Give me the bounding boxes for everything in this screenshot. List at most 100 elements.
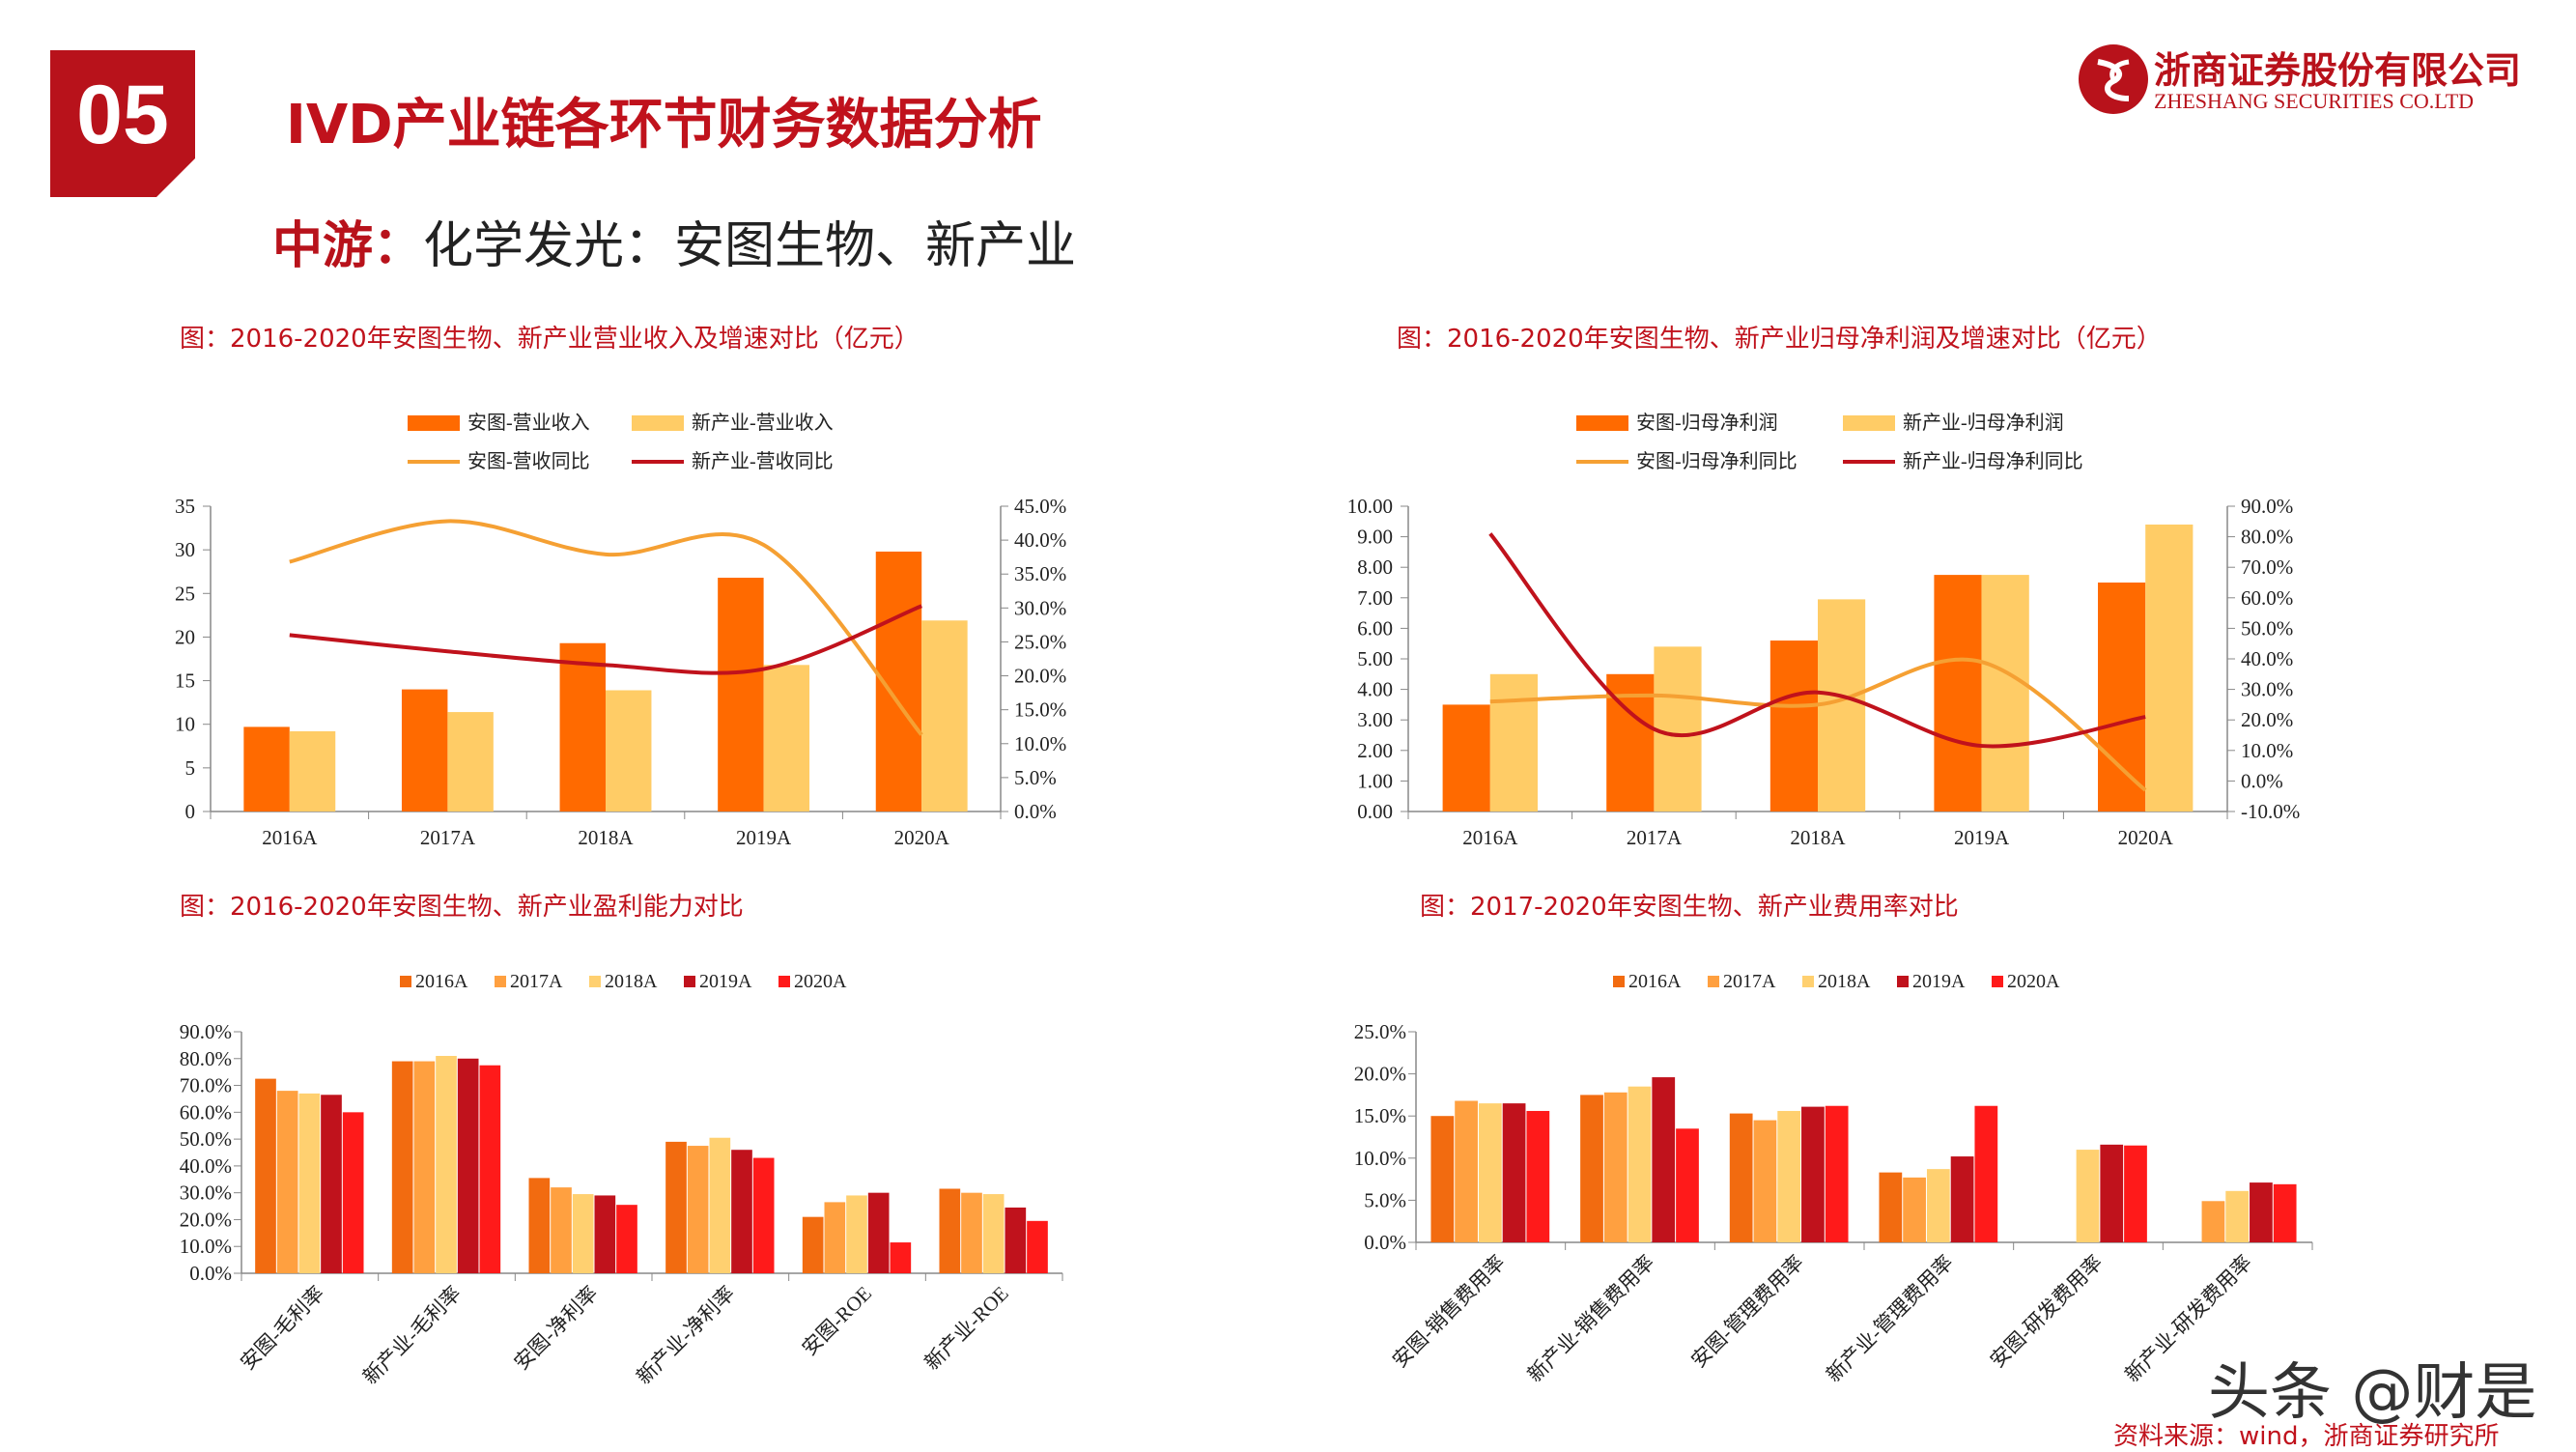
c3-bar <box>1005 1207 1027 1273</box>
c3-bar <box>551 1187 572 1273</box>
c2-ytick-label-right: 10.0% <box>2241 739 2293 762</box>
c1-ytick-label-right: 25.0% <box>1014 630 1066 653</box>
c2-ytick-label-right: 50.0% <box>2241 616 2293 640</box>
c1-legend-label: 新产业-营业收入 <box>692 412 834 434</box>
c3-bar <box>890 1242 912 1273</box>
c2-ytick-label-left: 6.00 <box>1357 616 1393 640</box>
c1-xtick-label: 2016A <box>262 826 318 849</box>
c2-ytick-label-right: 40.0% <box>2241 647 2293 670</box>
c3-ytick-label: 90.0% <box>180 1020 232 1043</box>
c3-bar <box>342 1112 364 1273</box>
chart1-title: 图：2016-2020年安图生物、新产业营业收入及增速对比（亿元） <box>180 325 920 354</box>
c4-bar <box>2273 1183 2297 1242</box>
c3-legend-swatch <box>684 976 695 987</box>
c1-ytick-label-left: 25 <box>175 582 195 605</box>
c3-bar <box>709 1137 731 1273</box>
page-title: IVD产业链各环节财务数据分析 <box>286 94 1042 157</box>
watermark: 头条 @财是 <box>2208 1357 2537 1429</box>
chart4-title: 图：2017-2020年安图生物、新产业费用率对比 <box>1420 893 1959 922</box>
c2-legend-label: 安图-归母净利润 <box>1636 412 1778 434</box>
c1-bar <box>763 665 810 811</box>
c4-bar <box>1879 1172 1903 1242</box>
c4-legend-label: 2016A <box>1628 971 1682 992</box>
c2-line <box>1488 532 2146 749</box>
c2-bar <box>1981 575 2029 811</box>
c3-bar <box>731 1150 752 1273</box>
c1-ytick-label-right: 30.0% <box>1014 596 1066 619</box>
c1-xtick-label: 2018A <box>578 826 634 849</box>
company-logo: 浙商证券股份有限公司 ZHESHANG SECURITIES CO.LTD <box>2077 37 2540 124</box>
c3-bar <box>276 1091 298 1273</box>
c4-bar <box>1676 1128 1699 1242</box>
c2-ytick-label-right: -10.0% <box>2241 800 2300 823</box>
c2-bar <box>1934 575 1982 811</box>
c4-bar <box>1502 1103 1526 1242</box>
c2-ytick-label-right: 20.0% <box>2241 708 2293 731</box>
c1-legend-swatch <box>408 415 460 431</box>
c1-bar <box>289 730 336 811</box>
c4-ytick-label: 5.0% <box>1364 1188 1406 1211</box>
c4-legend-label: 2020A <box>2007 971 2060 992</box>
c2-legend-swatch <box>1843 415 1895 431</box>
c3-legend-swatch <box>589 976 601 987</box>
c2-ytick-label-left: 7.00 <box>1357 586 1393 610</box>
c1-ytick-label-left: 0 <box>185 800 196 823</box>
c2-ytick-label-left: 1.00 <box>1357 769 1393 792</box>
c3-bar <box>1027 1220 1048 1273</box>
c2-ytick-label-left: 2.00 <box>1357 739 1393 762</box>
c3-legend-label: 2018A <box>605 971 658 992</box>
c4-xtick-label: 安图-销售费用率 <box>1388 1251 1510 1373</box>
c2-ytick-label-right: 80.0% <box>2241 526 2293 549</box>
c1-ytick-label-right: 15.0% <box>1014 698 1066 722</box>
c2-bar <box>1442 704 1490 811</box>
c4-bar <box>1777 1110 1801 1242</box>
c4-ytick-label: 25.0% <box>1354 1020 1406 1043</box>
c4-bar <box>1950 1156 1974 1242</box>
c4-bar <box>1801 1106 1825 1242</box>
c3-bar <box>436 1056 457 1273</box>
c1-xtick-label: 2020A <box>894 826 950 849</box>
c4-bar <box>1628 1086 1652 1242</box>
c3-bar <box>572 1194 594 1273</box>
c3-bar <box>479 1065 501 1273</box>
c1-ytick-label-left: 30 <box>175 538 195 561</box>
subtitle-prefix: 中游： <box>272 217 424 275</box>
c2-line <box>1489 657 2147 792</box>
c1-ytick-label-right: 20.0% <box>1014 665 1066 688</box>
c4-bar <box>2124 1145 2147 1242</box>
c4-bar <box>1455 1100 1478 1242</box>
c4-bar <box>2201 1201 2225 1242</box>
c3-bar <box>298 1093 321 1273</box>
c2-ytick-label-left: 8.00 <box>1357 555 1393 579</box>
c1-ytick-label-right: 40.0% <box>1014 528 1066 552</box>
c3-ytick-label: 0.0% <box>189 1262 232 1285</box>
c3-xtick-label: 新产业-净利率 <box>632 1282 739 1389</box>
c3-bar <box>982 1194 1005 1273</box>
c2-ytick-label-left: 10.00 <box>1347 495 1393 518</box>
badge-corner <box>156 158 195 197</box>
c3-bar <box>802 1216 824 1273</box>
section-number: 05 <box>76 69 169 161</box>
c3-ytick-label: 40.0% <box>180 1154 232 1178</box>
c3-ytick-label: 10.0% <box>180 1235 232 1258</box>
logo-emblem-icon <box>2079 44 2148 114</box>
c3-ytick-label: 60.0% <box>180 1100 232 1124</box>
section-badge: 05 <box>50 50 195 197</box>
c2-legend-label: 新产业-归母净利润 <box>1903 412 2064 434</box>
chart2-title: 图：2016-2020年安图生物、新产业归母净利润及增速对比（亿元） <box>1397 325 2162 354</box>
c2-bar <box>1769 641 1818 811</box>
c4-ytick-label: 15.0% <box>1354 1104 1406 1127</box>
c3-bar <box>846 1195 867 1273</box>
c3-bar <box>413 1061 436 1273</box>
c1-xtick-label: 2017A <box>420 826 476 849</box>
c1-ytick-label-right: 10.0% <box>1014 732 1066 755</box>
c2-ytick-label-left: 9.00 <box>1357 526 1393 549</box>
c1-legend-swatch <box>632 415 684 431</box>
c4-xtick-label: 安图-管理费用率 <box>1686 1251 1808 1373</box>
c1-line <box>289 604 922 675</box>
c2-ytick-label-left: 3.00 <box>1357 708 1393 731</box>
c3-xtick-label: 安图-毛利率 <box>236 1282 328 1375</box>
c4-bar <box>2076 1150 2100 1242</box>
c1-line <box>289 519 923 736</box>
c2-legend-label: 安图-归母净利同比 <box>1636 450 1798 472</box>
